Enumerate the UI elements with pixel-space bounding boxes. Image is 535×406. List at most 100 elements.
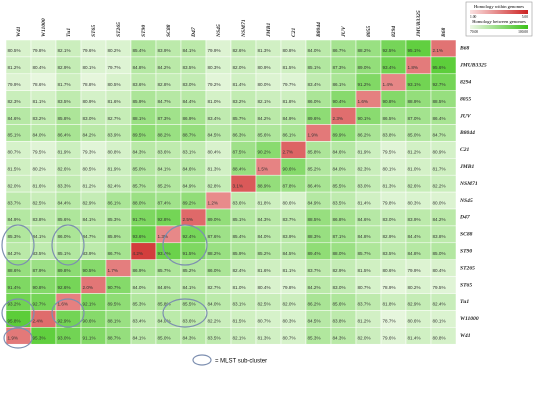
cell-value: 92.9% bbox=[58, 319, 71, 324]
column-label: JUV bbox=[341, 25, 347, 38]
cell-value: 80.1% bbox=[383, 167, 396, 172]
cell-value: 86.4% bbox=[58, 133, 71, 138]
column-label: W11000 bbox=[41, 18, 47, 37]
cell-value: 83.6% bbox=[233, 200, 246, 205]
cell-value: 84.0% bbox=[133, 285, 146, 290]
legend-title: Homology between genomes bbox=[472, 19, 526, 24]
cell-value: 85.8% bbox=[58, 116, 71, 121]
cell-value: 2.7% bbox=[283, 150, 293, 155]
cell-value: 83.2% bbox=[233, 99, 246, 104]
cell-value: 88.7% bbox=[183, 133, 196, 138]
cell-value: 85.7% bbox=[233, 116, 246, 121]
cell-value: 84.2% bbox=[308, 285, 321, 290]
cell-value: 81.9% bbox=[58, 150, 71, 155]
cell-value: 86.0% bbox=[208, 268, 221, 273]
cell-value: 83.1% bbox=[233, 302, 246, 307]
cell-value: 91.1% bbox=[83, 336, 96, 341]
cell-value: 90.5% bbox=[83, 268, 96, 273]
cell-value: 83.6% bbox=[133, 82, 146, 87]
cell-value: 82.5% bbox=[33, 200, 46, 205]
cell-value: 80.3% bbox=[408, 200, 421, 205]
cell-value: 84.5% bbox=[208, 133, 221, 138]
cell-value: 81.6% bbox=[258, 268, 271, 273]
cell-value: 89.6% bbox=[308, 116, 321, 121]
cell-value: 81.3% bbox=[258, 336, 271, 341]
cell-value: 82.0% bbox=[233, 65, 246, 70]
cell-value: 84.6% bbox=[358, 217, 371, 222]
cell-value: 83.6% bbox=[158, 150, 171, 155]
cluster-ellipse bbox=[1, 298, 35, 328]
cell-value: 85.1% bbox=[308, 65, 321, 70]
cell-value: 87.1% bbox=[333, 234, 346, 239]
cell-value: 1.6% bbox=[58, 302, 68, 307]
cell-value: 80.5% bbox=[108, 82, 121, 87]
cell-value: 84.3% bbox=[258, 217, 271, 222]
cell-value: 2.0% bbox=[83, 285, 93, 290]
cell-value: 80.8% bbox=[283, 48, 296, 53]
cell-value: 87.0% bbox=[408, 116, 421, 121]
cell-value: 1.3% bbox=[158, 234, 168, 239]
cell-value: 84.9% bbox=[283, 116, 296, 121]
cell-value: 83.8% bbox=[433, 234, 446, 239]
cell-value: 80.7% bbox=[358, 285, 371, 290]
cell-value: 95.8% bbox=[8, 319, 21, 324]
cell-value: 84.1% bbox=[83, 217, 96, 222]
cell-value: 82.9% bbox=[408, 302, 421, 307]
cell-value: 85.3% bbox=[8, 234, 21, 239]
cell-value: 82.0% bbox=[8, 183, 21, 188]
cell-value: 82.2% bbox=[208, 319, 221, 324]
cell-value: 82.1% bbox=[58, 48, 71, 53]
cell-value: 84.3% bbox=[183, 336, 196, 341]
cell-value: 84.1% bbox=[133, 336, 146, 341]
cell-value: 90.4% bbox=[333, 99, 346, 104]
cell-value: 82.6% bbox=[408, 183, 421, 188]
cell-value: 83.4% bbox=[308, 82, 321, 87]
cell-value: 86.8% bbox=[333, 217, 346, 222]
cell-value: 80.4% bbox=[33, 65, 46, 70]
cell-value: 90.8% bbox=[383, 99, 396, 104]
cell-value: 90.2% bbox=[258, 150, 271, 155]
cell-value: 82.0% bbox=[283, 302, 296, 307]
cell-value: 84.3% bbox=[133, 150, 146, 155]
column-label: 8055 bbox=[366, 26, 372, 37]
cell-value: 84.6% bbox=[333, 150, 346, 155]
cell-value: 1.7% bbox=[108, 268, 118, 273]
cell-value: 84.8% bbox=[408, 251, 421, 256]
cell-value: 86.2% bbox=[308, 302, 321, 307]
cell-value: 79.6% bbox=[383, 336, 396, 341]
cell-value: 79.9% bbox=[408, 268, 421, 273]
row-label: W41 bbox=[460, 333, 471, 339]
cell-value: 83.4% bbox=[208, 116, 221, 121]
cell-value: 84.9% bbox=[308, 200, 321, 205]
cell-value: 83.6% bbox=[183, 319, 196, 324]
cell-value: 85.1% bbox=[58, 251, 71, 256]
cell-value: 80.1% bbox=[433, 319, 446, 324]
cell-value: 82.6% bbox=[233, 48, 246, 53]
cell bbox=[430, 327, 457, 345]
cell-value: 81.7% bbox=[58, 82, 71, 87]
cell-value: 82.9% bbox=[58, 65, 71, 70]
cell-value: 84.9% bbox=[183, 183, 196, 188]
cell-value: 93.2% bbox=[8, 302, 21, 307]
row-label: W11000 bbox=[460, 316, 479, 322]
cell-value: 87.5% bbox=[233, 150, 246, 155]
cell-value: 85.5% bbox=[183, 302, 196, 307]
cell-value: 78.7% bbox=[383, 319, 396, 324]
column-label: Tu1 bbox=[66, 28, 72, 37]
cell-value: 86.1% bbox=[108, 200, 121, 205]
cell-value: 86.5% bbox=[383, 116, 396, 121]
row-label: 8294 bbox=[460, 80, 471, 86]
cell-value: 4.2% bbox=[133, 251, 143, 256]
row-label: B68 bbox=[459, 46, 470, 52]
cell-value: 81.5% bbox=[358, 268, 371, 273]
cell-value: 87.3% bbox=[333, 65, 346, 70]
cell-value: 91.2% bbox=[358, 82, 371, 87]
cell-value: 88.1% bbox=[133, 116, 146, 121]
cell-value: 79.8% bbox=[33, 48, 46, 53]
cell-value: 89.4% bbox=[308, 251, 321, 256]
cell-value: 1.8% bbox=[408, 65, 418, 70]
cell-value: 92.8% bbox=[158, 217, 171, 222]
cell-value: 86.2% bbox=[358, 133, 371, 138]
cell-value: 82.4% bbox=[433, 302, 446, 307]
